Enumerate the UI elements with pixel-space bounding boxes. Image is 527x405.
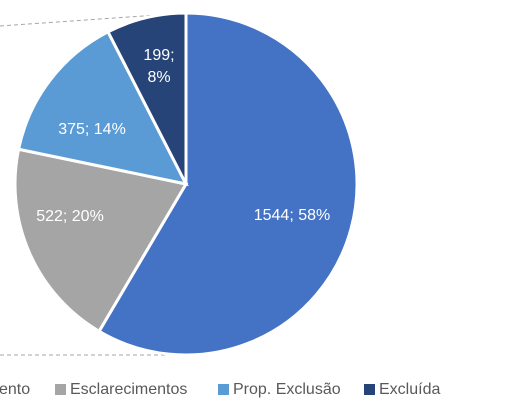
data-label-box: 199; 8% [143,47,175,86]
pie-slice [16,29,189,187]
pie-slice [13,147,189,334]
legend-swatch [218,384,229,395]
pie-slice [105,11,188,185]
legend-label: ento [0,381,30,398]
data-label-box: 522; 20% [36,208,104,225]
legend-swatch [364,384,375,395]
data-label-box: 1544; 58% [253,207,331,224]
legend-label: Prop. Exclusão [233,381,341,398]
pie-slice [97,11,359,357]
data-label: 522; 20% [36,208,104,225]
legend-label: Esclarecimentos [70,381,187,398]
data-label: 199; 8% [143,47,175,86]
data-label: 1544; 58% [253,207,331,224]
legend-label: Excluída [379,381,440,398]
legend-swatch [55,384,66,395]
data-label: 375; 14% [58,121,126,138]
data-label-box: 375; 14% [58,121,126,138]
